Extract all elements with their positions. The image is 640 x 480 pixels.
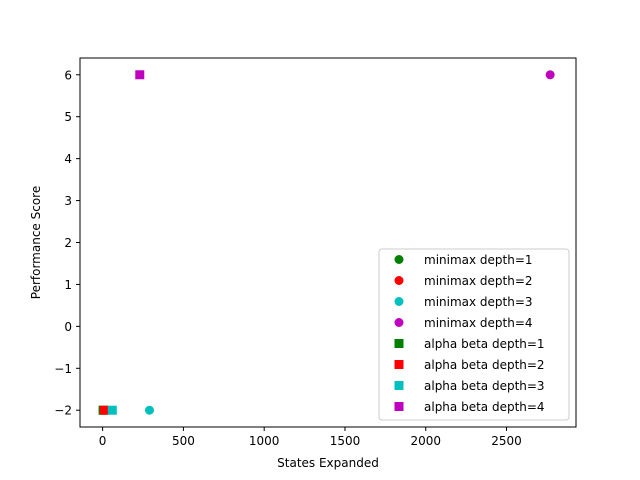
x-tick-label: 0: [99, 434, 107, 448]
legend-label-1: minimax depth=1: [424, 253, 533, 267]
x-axis-label: States Expanded: [277, 456, 379, 470]
data-points: [98, 70, 555, 415]
y-axis: −2 −1 0 1 2 3 4 5 6: [54, 68, 80, 418]
legend-label-8: alpha beta depth=4: [424, 400, 545, 414]
y-tick-label: −1: [54, 362, 72, 376]
data-point-3-1: [144, 405, 154, 415]
legend-label-6: alpha beta depth=2: [424, 358, 545, 372]
legend-marker-1: [394, 255, 404, 264]
legend-marker-7: [394, 381, 404, 390]
y-tick-label: 4: [64, 152, 72, 166]
legend-marker-8: [394, 402, 404, 411]
y-tick-label: 6: [64, 68, 72, 82]
legend-marker-5: [394, 339, 404, 348]
x-tick-label: 2500: [491, 434, 522, 448]
legend-marker-3: [394, 297, 404, 306]
x-tick-label: 500: [172, 434, 195, 448]
legend-marker-4: [394, 318, 404, 327]
legend-label-5: alpha beta depth=1: [424, 337, 545, 351]
x-tick-label: 1500: [330, 434, 361, 448]
legend: minimax depth=1 minimax depth=2 minimax de…: [378, 248, 570, 421]
y-tick-label: −2: [54, 404, 72, 418]
legend-marker-2: [394, 276, 404, 285]
x-axis: 0 500 1000 1500 2000 2500: [99, 427, 522, 448]
legend-marker-6: [394, 360, 404, 369]
y-tick-label: 5: [64, 110, 72, 124]
data-point-7-1: [107, 405, 117, 415]
y-tick-label: 0: [64, 320, 72, 334]
legend-label-4: minimax depth=4: [424, 316, 533, 330]
legend-label-3: minimax depth=3: [424, 295, 533, 309]
legend-box: [378, 248, 570, 421]
legend-label-2: minimax depth=2: [424, 274, 533, 288]
x-tick-label: 1000: [249, 434, 280, 448]
data-point-4-1: [545, 70, 555, 80]
data-point-6-1: [99, 405, 109, 415]
y-tick-label: 1: [64, 278, 72, 292]
y-tick-label: 3: [64, 194, 72, 208]
data-point-8-1: [135, 70, 145, 80]
y-tick-label: 2: [64, 236, 72, 250]
y-axis-label: Performance Score: [29, 186, 43, 299]
legend-label-7: alpha beta depth=3: [424, 379, 545, 393]
x-tick-label: 2000: [410, 434, 441, 448]
